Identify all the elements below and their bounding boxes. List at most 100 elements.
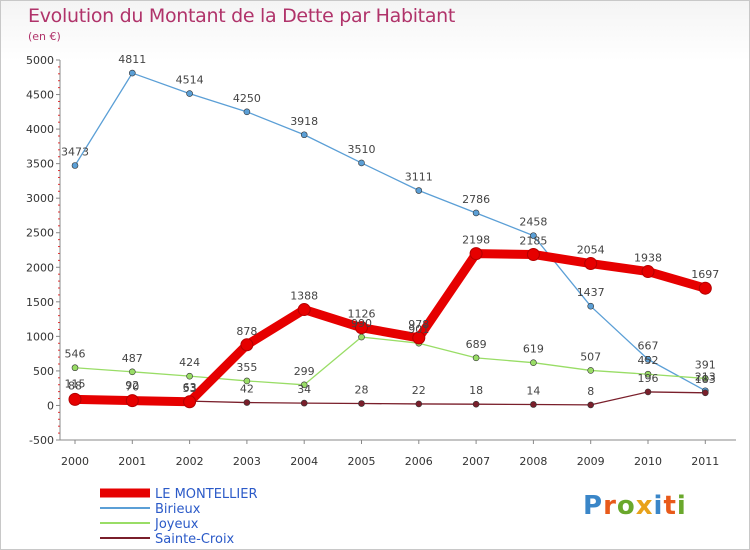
series-point-0 <box>355 321 368 335</box>
series-point-1 <box>300 131 308 139</box>
data-label-3: 8 <box>587 385 594 398</box>
data-label-2: 452 <box>638 354 659 367</box>
x-tick-label: 2002 <box>176 455 204 468</box>
data-label-3: 34 <box>297 383 311 396</box>
series-point-2 <box>644 370 652 378</box>
series-point-0 <box>68 392 82 406</box>
series-point-0 <box>240 338 254 352</box>
series-point-0 <box>698 281 712 295</box>
series-point-2 <box>530 359 537 366</box>
y-tick-label: 500 <box>33 365 54 378</box>
series-point-3 <box>300 399 308 407</box>
data-label-0: 2054 <box>577 244 605 257</box>
data-label-1: 667 <box>638 339 659 352</box>
data-label-1: 4514 <box>176 74 204 87</box>
data-label-0: 878 <box>236 325 257 338</box>
proxiti-logo: Proxiti <box>583 491 687 521</box>
logo-letter: i <box>653 491 664 521</box>
data-label-0: 2185 <box>519 234 547 247</box>
y-tick-label: 2500 <box>26 227 54 240</box>
data-label-3: 196 <box>638 372 659 385</box>
series-point-1 <box>587 302 595 310</box>
data-label-2: 546 <box>65 348 86 361</box>
series-point-3 <box>358 400 365 407</box>
series-point-1 <box>186 90 193 97</box>
x-tick-label: 2007 <box>462 455 490 468</box>
legend-label: Joyeux <box>154 517 199 532</box>
data-label-1: 2458 <box>519 216 547 229</box>
legend-label: Birieux <box>155 502 201 517</box>
y-tick-label: 2000 <box>26 261 54 274</box>
x-tick-label: 2003 <box>233 455 261 468</box>
series-point-3 <box>587 401 595 409</box>
series-point-0 <box>526 247 540 261</box>
y-tick-label: 3500 <box>26 158 54 171</box>
series-point-2 <box>358 333 365 341</box>
data-label-3: 18 <box>469 384 483 397</box>
data-label-0: 1126 <box>348 308 376 321</box>
data-label-2: 689 <box>466 338 487 351</box>
data-label-0: 1388 <box>290 290 318 303</box>
data-label-3: 115 <box>65 378 86 391</box>
x-tick-label: 2001 <box>118 455 146 468</box>
chart-subtitle: (en €) <box>28 30 61 43</box>
y-tick-label: -500 <box>29 434 54 447</box>
logo-letter: t <box>663 491 677 521</box>
series-point-1 <box>472 209 480 217</box>
data-label-2: 355 <box>236 361 257 374</box>
series-point-0 <box>584 257 598 271</box>
series-point-1 <box>644 356 652 363</box>
data-label-0: 978 <box>408 318 429 331</box>
data-label-0: 53 <box>183 382 197 395</box>
y-tick-label: 0 <box>47 399 54 412</box>
series-point-3 <box>644 388 652 396</box>
series-point-2 <box>300 381 308 389</box>
series-point-2 <box>701 375 709 382</box>
data-label-1: 3510 <box>348 143 376 156</box>
y-tick-label: 1000 <box>26 330 54 343</box>
data-label-3: 22 <box>412 384 426 397</box>
data-label-1: 4250 <box>233 92 261 105</box>
data-label-2: 619 <box>523 343 544 356</box>
series-point-0 <box>469 247 483 261</box>
data-label-0: 2198 <box>462 234 490 247</box>
y-tick-label: 3000 <box>26 192 54 205</box>
series-point-3 <box>701 389 709 397</box>
data-label-2: 901 <box>408 323 429 336</box>
logo-letter: i <box>676 491 687 521</box>
y-tick-label: 5000 <box>26 54 54 67</box>
x-tick-label: 2010 <box>634 455 662 468</box>
logo-letter: r <box>603 491 617 521</box>
x-tick-label: 2000 <box>61 455 89 468</box>
x-tick-label: 2008 <box>519 455 547 468</box>
series-point-1 <box>71 162 79 169</box>
data-label-1: 1437 <box>577 286 605 299</box>
data-label-3: 63 <box>183 381 197 394</box>
series-point-2 <box>243 377 251 385</box>
data-label-3: 28 <box>355 384 369 397</box>
series-point-3 <box>243 399 251 406</box>
data-label-1: 3473 <box>61 146 89 159</box>
data-label-3: 183 <box>695 373 716 386</box>
data-label-3: 42 <box>240 383 254 396</box>
data-label-1: 3111 <box>405 171 433 184</box>
series-point-3 <box>472 400 480 408</box>
series-point-2 <box>186 372 193 380</box>
legend-label: LE MONTELLIER <box>155 487 257 502</box>
data-label-3: 14 <box>526 384 540 397</box>
data-label-2: 487 <box>122 352 143 365</box>
data-label-1: 4811 <box>118 53 146 66</box>
logo-letter: o <box>616 491 636 521</box>
series-point-1 <box>129 69 136 77</box>
series-point-2 <box>129 368 136 376</box>
data-label-0: 88 <box>68 379 82 392</box>
data-label-0: 70 <box>125 381 139 394</box>
series-point-0 <box>412 331 426 345</box>
series-point-3 <box>530 401 537 408</box>
x-tick-label: 2005 <box>348 455 376 468</box>
data-label-1: 2786 <box>462 193 490 206</box>
data-label-2: 391 <box>695 358 716 371</box>
series-point-2 <box>472 354 480 362</box>
series-point-1 <box>530 232 537 239</box>
